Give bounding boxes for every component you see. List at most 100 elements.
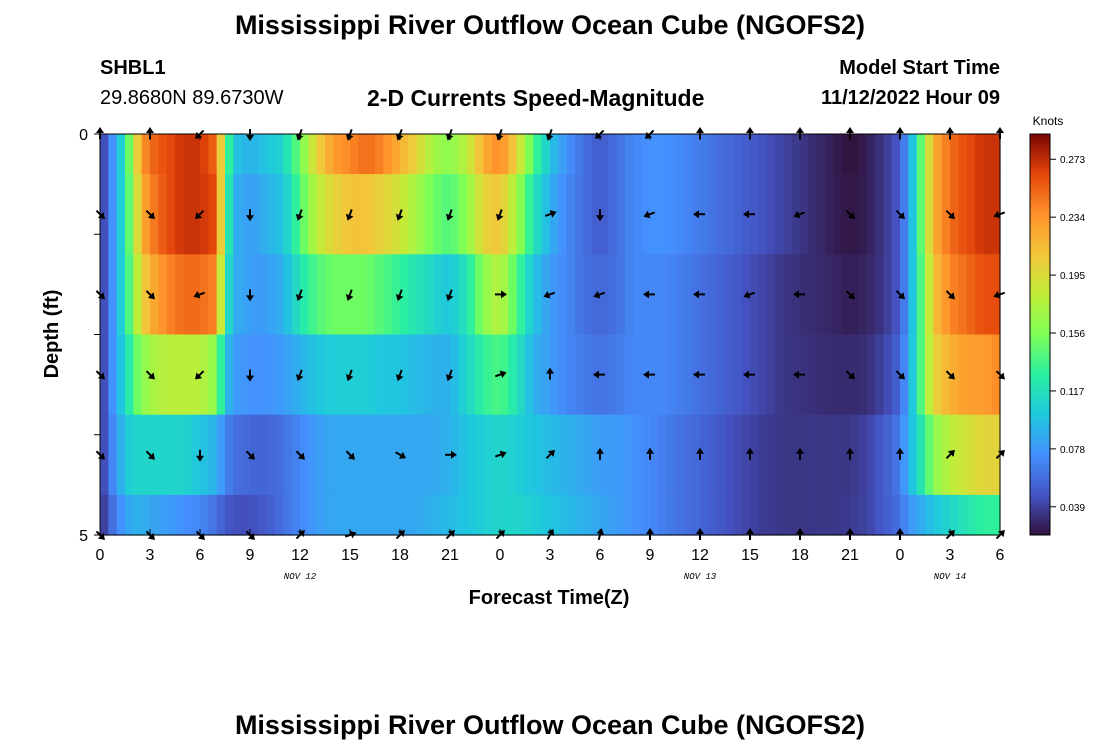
heatmap-cell bbox=[608, 414, 618, 496]
heatmap-cell bbox=[675, 254, 684, 336]
heatmap-cell bbox=[983, 334, 993, 416]
heatmap-cell bbox=[466, 134, 476, 175]
heatmap-cell bbox=[283, 174, 293, 255]
current-arrow bbox=[895, 290, 905, 300]
heatmap-cell bbox=[458, 494, 468, 536]
heatmap-cell bbox=[500, 174, 509, 255]
heatmap-cell bbox=[158, 414, 168, 496]
heatmap-cell bbox=[916, 174, 926, 255]
heatmap-cell bbox=[283, 414, 293, 496]
heatmap-cell bbox=[525, 414, 534, 496]
heatmap-cell bbox=[775, 334, 784, 416]
heatmap-cell bbox=[558, 494, 568, 536]
heatmap-cell bbox=[941, 134, 951, 175]
heatmap-cell bbox=[283, 334, 293, 416]
heatmap-cell bbox=[591, 494, 601, 536]
heatmap-cell bbox=[233, 254, 243, 336]
colorbar-tick-label: 0.078 bbox=[1060, 445, 1085, 456]
heatmap-cell bbox=[150, 494, 159, 536]
current-arrow bbox=[445, 450, 457, 459]
heatmap-cell bbox=[475, 174, 484, 255]
heatmap-cell bbox=[425, 494, 434, 536]
heatmap-cell bbox=[125, 254, 134, 336]
heatmap-cell bbox=[550, 414, 559, 496]
heatmap-cell bbox=[483, 254, 493, 336]
heatmap-cell bbox=[950, 134, 959, 175]
heatmap-cell bbox=[300, 414, 309, 496]
heatmap-cell bbox=[291, 414, 301, 496]
heatmap-cell bbox=[316, 494, 326, 536]
heatmap-cell bbox=[516, 134, 526, 175]
heatmap-cell bbox=[508, 174, 518, 255]
heatmap-cell bbox=[133, 334, 143, 416]
heatmap-cell bbox=[750, 134, 759, 175]
heatmap-cell bbox=[333, 334, 343, 416]
heatmap-cell bbox=[366, 174, 376, 255]
heatmap-cell bbox=[116, 174, 126, 255]
heatmap-cell bbox=[133, 494, 143, 536]
current-arrow bbox=[643, 290, 655, 299]
heatmap-cell bbox=[141, 334, 151, 416]
current-arrow bbox=[696, 447, 704, 460]
current-arrow bbox=[246, 209, 254, 222]
current-arrow bbox=[543, 290, 556, 299]
heatmap-cell bbox=[283, 134, 293, 175]
heatmap-cell bbox=[841, 494, 851, 536]
heatmap-cell bbox=[375, 254, 384, 336]
current-arrow bbox=[545, 449, 555, 460]
heatmap-cell bbox=[658, 134, 668, 175]
heatmap-cell bbox=[783, 334, 793, 416]
heatmap-cell bbox=[258, 494, 268, 536]
heatmap-cell bbox=[558, 174, 568, 255]
heatmap-cell bbox=[550, 494, 559, 536]
heatmap-cell bbox=[241, 414, 251, 496]
colorbar bbox=[1029, 133, 1051, 536]
heatmap-cell bbox=[375, 174, 384, 255]
heatmap-cell bbox=[600, 494, 609, 536]
heatmap-cell bbox=[108, 174, 118, 255]
heatmap-cell bbox=[441, 494, 451, 536]
heatmap-cell bbox=[200, 134, 209, 175]
heatmap-cell bbox=[308, 334, 318, 416]
heatmap-cell bbox=[975, 134, 984, 175]
current-arrow bbox=[495, 290, 507, 299]
heatmap-cell bbox=[325, 134, 334, 175]
heatmap-cell bbox=[325, 174, 334, 255]
current-arrow bbox=[445, 209, 454, 221]
heatmap-cell bbox=[375, 414, 384, 496]
current-arrow bbox=[395, 209, 404, 221]
heatmap-cell bbox=[883, 414, 893, 496]
current-arrow bbox=[945, 209, 955, 220]
heatmap-cell bbox=[716, 254, 726, 336]
heatmap-cell bbox=[233, 174, 243, 255]
heatmap-cell bbox=[933, 494, 943, 536]
y-axis-label: Depth (ft) bbox=[41, 290, 63, 379]
heatmap-cell bbox=[583, 414, 593, 496]
heatmap-cell bbox=[216, 134, 226, 175]
heatmap-cell bbox=[283, 494, 293, 536]
current-arrow bbox=[693, 370, 705, 379]
heatmap-cell bbox=[916, 494, 926, 536]
x-tick-label: 6 bbox=[596, 547, 605, 564]
heatmap-cell bbox=[825, 134, 834, 175]
heatmap-cell bbox=[841, 174, 851, 255]
heatmap-cell bbox=[600, 254, 609, 336]
heatmap-cell bbox=[100, 254, 109, 336]
heatmap-cell bbox=[858, 174, 868, 255]
heatmap-cell bbox=[683, 494, 693, 536]
heatmap-cell bbox=[608, 254, 618, 336]
heatmap-cell bbox=[533, 334, 543, 416]
heatmap-cell bbox=[333, 254, 343, 336]
x-tick-label: 6 bbox=[996, 547, 1005, 564]
heatmap-cell bbox=[641, 494, 651, 536]
heatmap-cell bbox=[875, 134, 884, 175]
heatmap-cell bbox=[983, 414, 993, 496]
heatmap-cell bbox=[250, 414, 259, 496]
axes: 0 3 6 9 12 15 18 21 0 3 6 9 12 15 18 21 0 3 6 NOV 12 NOV 13 N… bbox=[79, 127, 1004, 582]
heatmap-cell bbox=[558, 134, 568, 175]
heatmap-cell bbox=[466, 334, 476, 416]
heatmap-cell bbox=[666, 174, 676, 255]
heatmap-cell bbox=[666, 334, 676, 416]
current-arrow bbox=[895, 370, 905, 380]
heatmap-cell bbox=[675, 494, 684, 536]
